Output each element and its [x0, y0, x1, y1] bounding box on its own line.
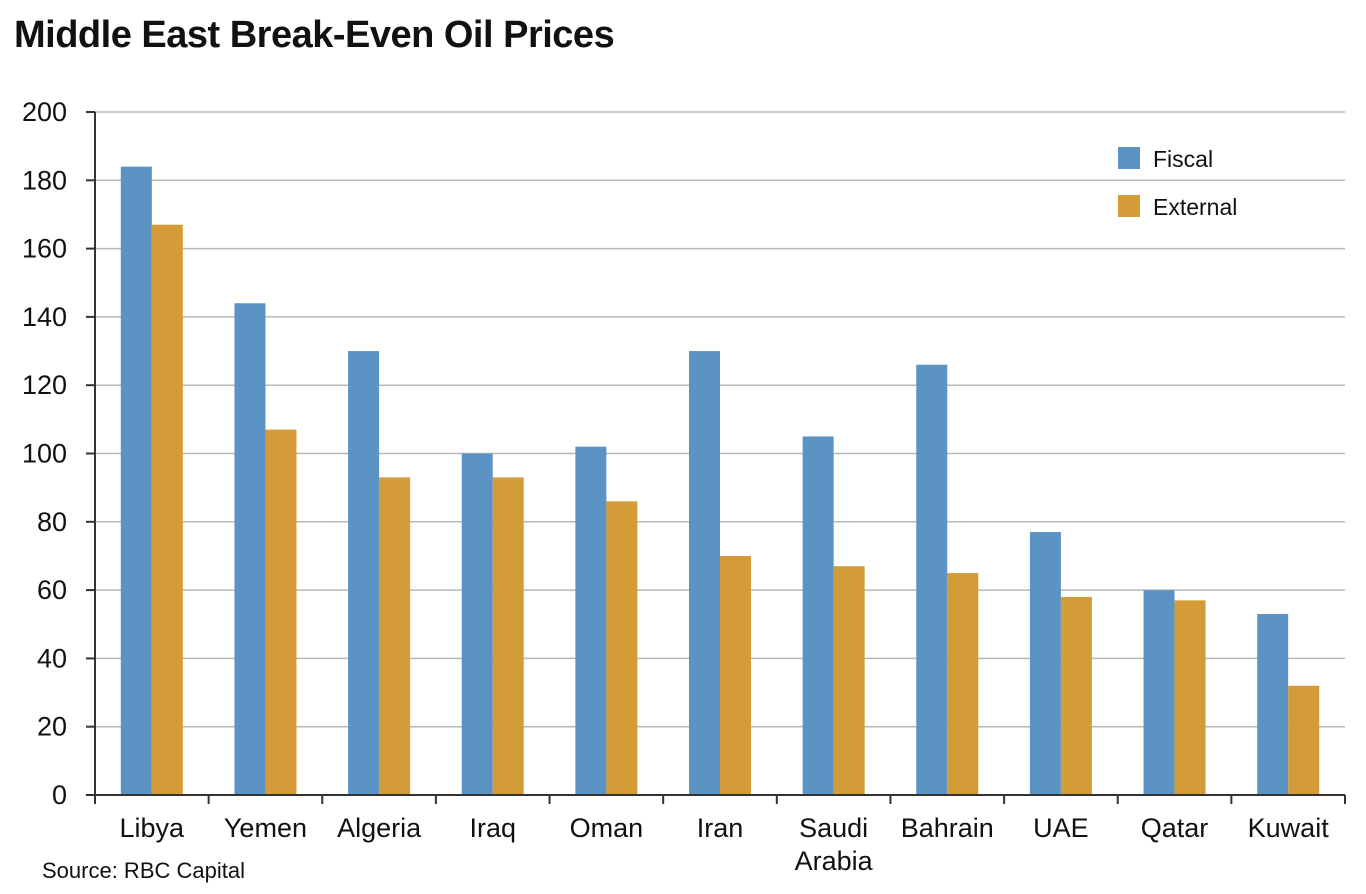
- y-tick-label-200: 200: [22, 97, 67, 127]
- y-tick-label-100: 100: [22, 439, 67, 469]
- y-tick-label-140: 140: [22, 302, 67, 332]
- y-tick-labels: 0 20 40 60 80 100 120 140 160 180 200: [22, 97, 67, 810]
- bar-fiscal-10: [1257, 614, 1289, 795]
- bar-fiscal-1: [234, 303, 266, 795]
- y-tick-label-40: 40: [37, 643, 67, 673]
- x-tick-label-6: Saudi Arabia: [795, 813, 874, 876]
- legend: Fiscal External: [1118, 146, 1237, 220]
- bar-external-2: [379, 477, 411, 795]
- legend-label-fiscal: Fiscal: [1153, 146, 1213, 172]
- legend-swatch-fiscal: [1118, 147, 1140, 169]
- bars: [120, 166, 1320, 795]
- y-tick-label-180: 180: [22, 165, 67, 195]
- x-tick-label-8: UAE: [1033, 813, 1089, 843]
- x-tick-label-5: Iran: [697, 813, 744, 843]
- x-tick-label-0: Libya: [120, 813, 186, 843]
- bar-fiscal-7: [916, 364, 948, 795]
- x-tick-label-4: Oman: [570, 813, 644, 843]
- bar-fiscal-4: [575, 446, 607, 795]
- bar-external-9: [1174, 600, 1206, 795]
- bar-fiscal-6: [802, 436, 834, 795]
- bar-fiscal-9: [1143, 590, 1175, 795]
- x-tick-label-1: Yemen: [224, 813, 307, 843]
- bar-external-8: [1060, 596, 1092, 795]
- bar-external-7: [947, 573, 979, 795]
- bar-external-4: [606, 501, 638, 795]
- bar-fiscal-0: [120, 166, 152, 795]
- x-tick-label-3: Iraq: [469, 813, 516, 843]
- chart-title: Middle East Break-Even Oil Prices: [14, 14, 615, 56]
- legend-label-external: External: [1153, 194, 1237, 220]
- bar-fiscal-8: [1029, 532, 1061, 795]
- x-tick-label-10: Kuwait: [1248, 813, 1330, 843]
- y-tick-label-120: 120: [22, 370, 67, 400]
- y-tick-label-20: 20: [37, 712, 67, 742]
- axes: [86, 111, 1346, 804]
- bar-external-3: [492, 477, 524, 795]
- x-tick-labels: Libya Yemen Algeria Iraq Oman Iran Saudi Arabia…: [120, 813, 1330, 876]
- bar-external-0: [151, 224, 183, 795]
- bar-external-10: [1288, 685, 1320, 795]
- source-note: Source: RBC Capital: [42, 858, 245, 883]
- bar-fiscal-3: [461, 453, 493, 795]
- x-tick-label-9: Qatar: [1141, 813, 1209, 843]
- y-tick-label-80: 80: [37, 507, 67, 537]
- y-tick-label-0: 0: [52, 780, 67, 810]
- bar-external-1: [265, 429, 297, 795]
- bar-fiscal-2: [348, 351, 380, 795]
- y-tick-label-160: 160: [22, 234, 67, 264]
- bar-external-5: [720, 555, 751, 795]
- legend-swatch-external: [1118, 195, 1140, 217]
- y-tick-label-60: 60: [37, 575, 67, 605]
- x-tick-label-2: Algeria: [337, 813, 422, 843]
- bar-external-6: [833, 566, 865, 795]
- bar-fiscal-5: [689, 351, 720, 795]
- x-tick-label-7: Bahrain: [901, 813, 994, 843]
